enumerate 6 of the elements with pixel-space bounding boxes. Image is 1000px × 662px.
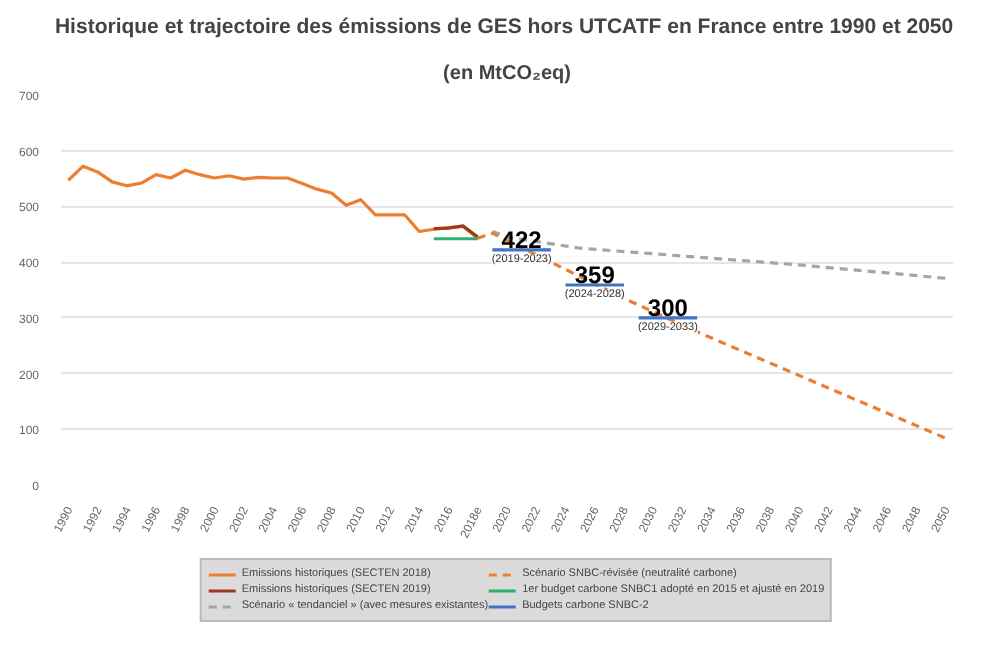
chart-subtitle: (en MtCO₂eq) (443, 63, 571, 85)
line-series (490, 229, 948, 280)
annotation: 300 (647, 293, 689, 322)
annotation: 359 (574, 260, 616, 289)
annotation: 422 (501, 225, 543, 254)
chart-title: Historique et trajectoire des émissions de GES hors UTCATF en France entre 1990 et 2050 (54, 15, 954, 39)
